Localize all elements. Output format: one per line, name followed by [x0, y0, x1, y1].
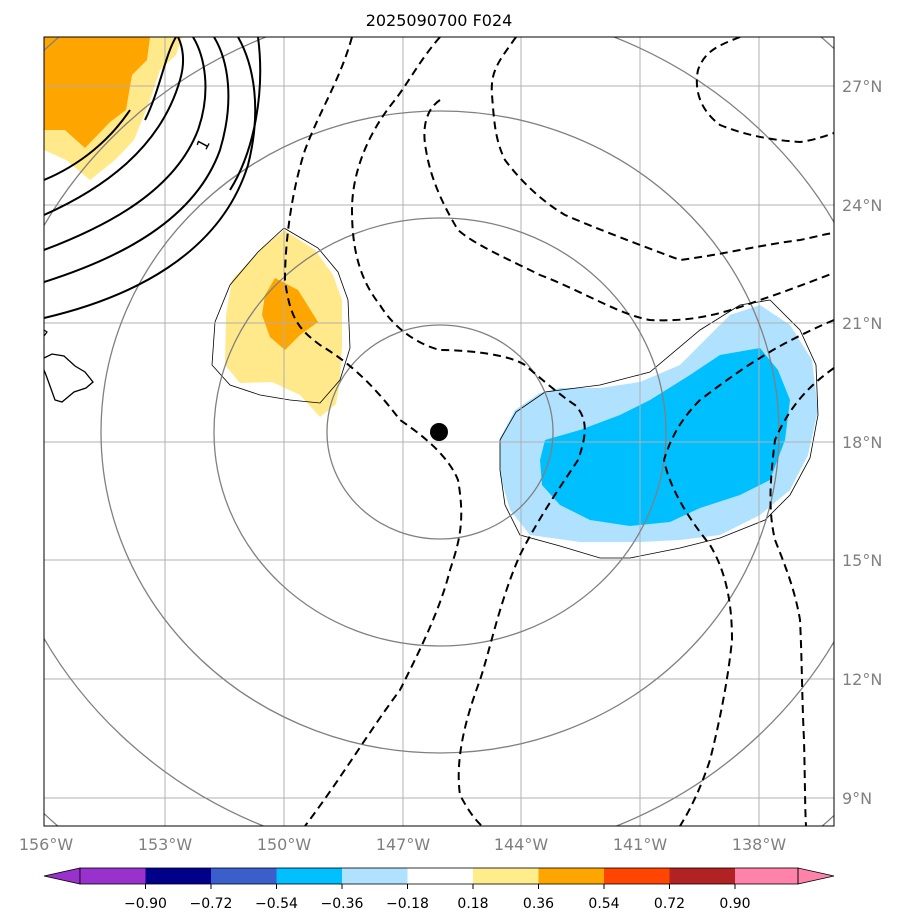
cb-label-3: −0.54 [255, 896, 298, 912]
dashed-contour-7 [695, 37, 834, 144]
cb-label-10: 0.90 [719, 896, 750, 912]
colorbar-bin-5 [342, 868, 408, 884]
cb-label-6: 0.18 [457, 896, 488, 912]
positive-region-northwest-dark [44, 37, 150, 148]
cb-label-5: −0.18 [386, 896, 429, 912]
dashed-contour-3 [490, 37, 834, 262]
negative-anomaly-shading [500, 305, 818, 542]
lon-label-153: 153°W [138, 835, 193, 854]
colorbar-bin-4 [276, 868, 342, 884]
colorbar-bin-9 [604, 868, 670, 884]
dashed-contour-6 [769, 367, 834, 826]
hawaii-big-island-coastline [44, 353, 94, 403]
dashed-contour-4 [423, 99, 834, 322]
cb-label-7: 0.36 [523, 896, 554, 912]
colorbar-bin-2 [145, 868, 211, 884]
dashed-contour-5 [662, 319, 834, 826]
cb-label-9: 0.72 [654, 896, 685, 912]
dashed-contours [283, 37, 834, 826]
colorbar-bin-7 [473, 868, 539, 884]
lat-label-27: 27°N [842, 77, 882, 96]
range-ring-1 [326, 324, 554, 540]
lon-label-150: 150°W [257, 835, 312, 854]
solid-contour-2 [44, 37, 207, 251]
solid-contour-5 [144, 37, 177, 121]
solid-contour-7 [229, 37, 262, 191]
solid-contours [44, 37, 262, 319]
positive-region-west-dark [262, 278, 318, 350]
latitude-labels: 27°N 24°N 21°N 18°N 15°N 12°N 9°N [842, 77, 882, 808]
outline-west-region [211, 227, 351, 404]
lat-label-21: 21°N [842, 314, 882, 333]
cb-label-2: −0.72 [190, 896, 233, 912]
lon-label-147: 147°W [376, 835, 431, 854]
colorbar-bin-3 [211, 868, 277, 884]
cb-label-4: −0.36 [321, 896, 364, 912]
cb-label-1: −0.90 [124, 896, 167, 912]
lat-label-9: 9°N [842, 789, 872, 808]
map-frame [43, 36, 835, 827]
solid-contour-3 [44, 37, 230, 283]
solid-contour-6 [44, 109, 131, 181]
colorbar-bin-6 [407, 868, 473, 884]
storm-center-marker [430, 423, 448, 441]
cb-label-8: 0.54 [588, 896, 619, 912]
colorbar-extend-min [43, 867, 81, 885]
lat-label-15: 15°N [842, 551, 882, 570]
anomaly-outlines [211, 227, 819, 559]
lon-label-144: 144°W [494, 835, 549, 854]
colorbar-bin-11 [735, 868, 798, 884]
maui-coastline [44, 329, 48, 337]
lat-label-24: 24°N [842, 196, 882, 215]
colorbar-bin-8 [538, 868, 604, 884]
colorbar-ticks [145, 884, 736, 889]
graticule [44, 37, 834, 826]
lat-label-18: 18°N [842, 433, 882, 452]
colorbar-extend-max [797, 867, 835, 885]
colorbar-outline [79, 867, 799, 885]
dashed-contour-1 [283, 37, 463, 826]
solid-contour-4 [44, 37, 257, 319]
lat-label-12: 12°N [842, 670, 882, 689]
negative-region-east-dark [540, 348, 790, 526]
colorbar-bin-1 [80, 868, 146, 884]
lon-label-138: 138°W [732, 835, 787, 854]
outline-east-region [499, 299, 819, 559]
colorbar-bin-10 [669, 868, 735, 884]
range-ring-2 [213, 217, 667, 647]
colorbar: −0.90 −0.72 −0.54 −0.36 −0.18 0.18 0.36 … [43, 867, 835, 912]
longitude-labels: 156°W 153°W 150°W 147°W 144°W 141°W 138°… [19, 835, 787, 854]
solid-contour-1 [44, 37, 185, 216]
lon-label-156: 156°W [19, 835, 74, 854]
figure-title: 2025090700 F024 [366, 11, 513, 30]
lon-label-141: 141°W [613, 835, 668, 854]
